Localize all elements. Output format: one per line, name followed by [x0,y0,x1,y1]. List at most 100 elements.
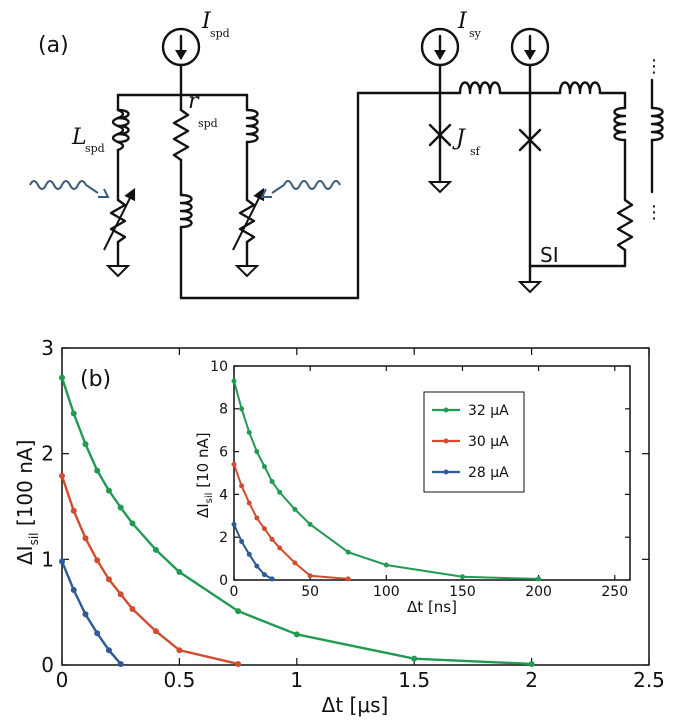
data-point [277,545,283,551]
data-point [129,520,136,527]
x-tick-label: 100 [373,584,400,600]
si-label: SI [540,243,559,267]
variable-resistor-left [109,198,127,244]
data-point [117,591,124,598]
main-x-axis-label: Δt [μs] [322,693,389,717]
y-tick-label: 1 [41,547,54,571]
data-point [94,467,101,474]
data-point [261,526,267,532]
r-spd-label: r spd [188,89,218,130]
data-point [117,504,124,511]
data-point [59,472,65,479]
i-spd-subscript: spd [210,27,230,40]
circuit-diagram: (a) I spd L spd [29,9,664,300]
data-point [129,605,136,612]
x-tick-label: 0.5 [163,668,195,692]
x-tick-label: 2 [525,668,538,692]
legend-marker [443,469,449,475]
l-spd-label: L spd [71,125,105,155]
legend-marker [443,407,449,413]
data-point [105,576,112,583]
data-point [528,660,535,667]
data-point [459,574,465,580]
data-point [277,489,283,495]
j-sf-label: J sf [452,126,481,158]
inset-legend: 32 μA 30 μA 28 μA [423,391,525,493]
data-point [231,461,237,467]
data-point [254,515,260,521]
svg-text:spd: spd [85,142,105,155]
svg-text:sf: sf [470,145,481,158]
output-inductor [613,106,627,142]
data-point [105,487,112,494]
output-leg: ⋮ ⋮ [613,56,664,268]
data-point [383,562,389,568]
data-point [231,521,237,527]
data-point [82,535,89,542]
ellipsis-bottom: ⋮ [645,202,663,223]
inductor-middle [179,193,193,229]
y-tick-label: 10 [210,359,228,375]
inductor-series-2 [558,81,602,95]
x-tick-label: 150 [449,584,476,600]
spd-left-branch [29,93,136,278]
data-point [235,608,242,615]
svg-text:ΔIsil [10 nA]: ΔIsil [10 nA] [194,432,215,518]
ground-icon [105,265,131,278]
svg-text:spd: spd [198,117,218,130]
svg-text:sy: sy [469,27,482,40]
current-source-spd-label: I spd [201,9,230,40]
data-point [246,551,252,557]
data-point [59,374,65,381]
y-tick-label: 0 [219,573,228,589]
data-point [235,660,242,667]
x-tick-label: 250 [601,584,628,600]
data-point [239,538,245,544]
josephson-junction-si [518,128,542,152]
ellipsis-top: ⋮ [645,56,663,77]
data-point [269,576,275,582]
y-tick-label: 0 [41,653,54,677]
data-point [307,521,313,527]
data-point [292,560,298,566]
legend-label: 32 μA [468,403,509,419]
main-plot-frame [61,347,650,666]
y-tick-label: 6 [219,445,228,461]
data-point [254,449,260,455]
data-point [293,631,300,638]
data-point [117,660,124,667]
i-spd-symbol: I [201,9,212,34]
svg-text:L: L [71,125,87,150]
i-sy-label: I sy [457,9,482,40]
x-tick-label: 0 [56,668,69,692]
ground-icon [234,265,260,278]
y-tick-label: 4 [219,487,228,503]
data-point [411,655,418,662]
panel-a-label: (a) [38,33,69,58]
series-line [233,464,349,580]
data-point [176,647,183,654]
ground-icon [517,281,543,294]
legend-label: 30 μA [468,434,509,450]
x-tick-label: 0 [230,584,239,600]
data-point [176,569,183,576]
ground-icon [427,181,453,194]
data-point [345,549,351,555]
data-point [269,479,275,485]
data-point [292,506,298,512]
data-point [105,647,112,654]
data-point [307,573,313,579]
svg-text:I: I [457,9,468,34]
data-point [261,572,267,578]
inductor-series-1 [458,81,502,95]
y-tick-label: 2 [41,442,54,466]
photon-wave-left [29,180,99,194]
data-point [70,586,77,593]
data-point [246,500,252,506]
data-point [82,611,89,618]
x-tick-label: 2.5 [633,668,665,692]
spd-middle-branch [172,93,360,300]
photon-wave-right [271,180,341,194]
data-point [152,628,159,635]
